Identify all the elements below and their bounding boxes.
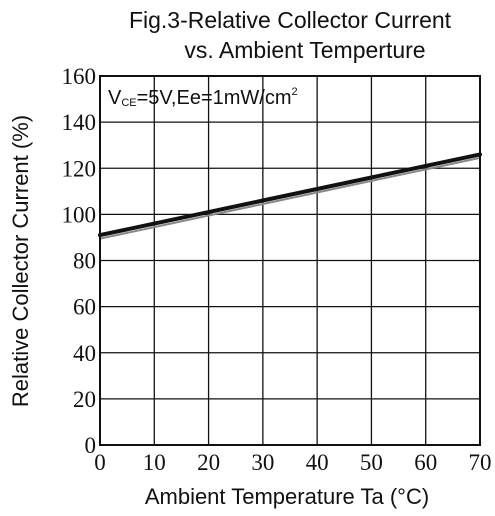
data-series [98, 152, 482, 240]
chart-title-line-2: vs. Ambient Temperture [184, 37, 425, 63]
y-tick-label: 0 [85, 433, 97, 458]
chart-title-line-1: Fig.3-Relative Collector Current [129, 7, 452, 33]
x-tick-label: 10 [143, 450, 166, 475]
y-axis-label: Relative Collector Current (%) [8, 115, 33, 407]
chart-title: Fig.3-Relative Collector Current vs. Amb… [129, 7, 452, 63]
x-tick-label: 30 [251, 450, 274, 475]
x-tick-label: 50 [360, 450, 383, 475]
y-tick-label: 80 [73, 249, 96, 274]
x-tick-label: 60 [414, 450, 437, 475]
series-line-2 [99, 156, 481, 240]
y-tick-label: 40 [73, 341, 96, 366]
y-tick-label: 120 [62, 156, 97, 181]
x-axis-tick-labels: 0 10 20 30 40 50 60 70 [94, 450, 491, 475]
y-tick-label: 160 [62, 64, 97, 89]
x-tick-label: 20 [197, 450, 220, 475]
y-tick-label: 60 [73, 295, 96, 320]
y-axis-tick-labels: 0 20 40 60 80 100 120 140 160 [62, 64, 97, 458]
test-condition-annotation: VCE=5V,Ee=1mW/cm2 [108, 86, 298, 109]
y-tick-label: 20 [73, 387, 96, 412]
series-line-1 [98, 152, 482, 238]
x-tick-label: 40 [306, 450, 329, 475]
x-axis-label: Ambient Temperature Ta (°C) [145, 484, 429, 509]
plot-frame [99, 75, 481, 446]
y-tick-label: 140 [62, 110, 97, 135]
y-tick-label: 100 [62, 202, 97, 227]
x-tick-label: 0 [94, 450, 106, 475]
x-tick-label: 70 [469, 450, 492, 475]
